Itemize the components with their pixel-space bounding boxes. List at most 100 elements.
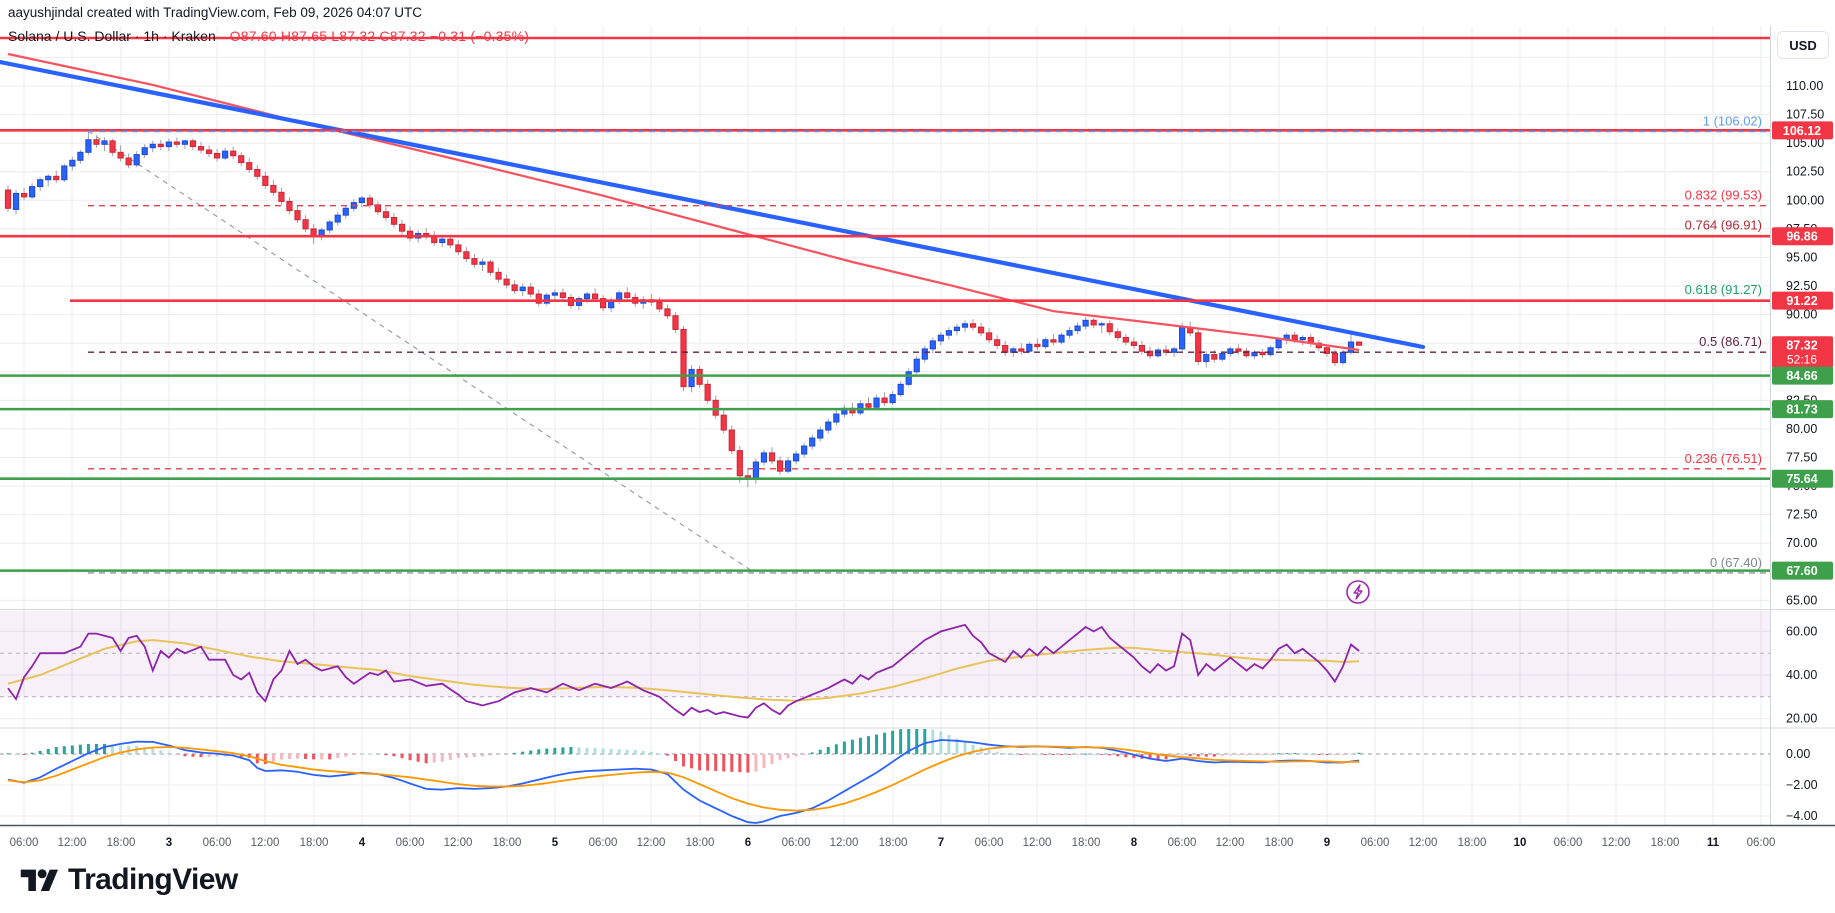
candle [294, 206, 301, 224]
time-label: 18:00 [1458, 837, 1487, 849]
svg-text:75.64: 75.64 [1786, 472, 1817, 486]
time-label: 7 [938, 837, 944, 849]
candle [736, 446, 743, 483]
symbol-title[interactable]: Solana / U.S. Dollar · 1h · Kraken [8, 28, 216, 44]
time-label: 18:00 [493, 837, 522, 849]
macd-line [7, 739, 1360, 824]
candle [640, 296, 647, 309]
candles-layer [4, 131, 1363, 488]
rsi-pane[interactable] [0, 610, 1770, 719]
candle [921, 345, 928, 363]
candle [559, 288, 566, 301]
candle [246, 158, 253, 173]
time-label: 12:00 [1216, 837, 1245, 849]
candle [841, 404, 848, 418]
candle [672, 312, 679, 333]
grid [0, 26, 1770, 826]
candle [1195, 329, 1202, 365]
candle [624, 287, 631, 301]
time-label: 06:00 [1554, 837, 1583, 849]
fib-label: 0 (67.40) [1710, 555, 1762, 570]
time-label: 12:00 [58, 837, 87, 849]
time-label: 18:00 [107, 837, 136, 849]
price-label: 100.00 [1786, 193, 1824, 207]
svg-text:87.32: 87.32 [1786, 339, 1817, 353]
candle [270, 179, 277, 196]
candle [1251, 350, 1258, 360]
candle [254, 164, 261, 180]
candle [213, 148, 221, 162]
candle [93, 135, 100, 148]
price-label: 110.00 [1786, 79, 1823, 93]
candle [1050, 334, 1057, 346]
candle [1203, 351, 1210, 368]
time-axis[interactable]: 06:00 12:00 18:00 3 06:00 12:00 18:00 4 06:00 12:… [10, 837, 1776, 849]
price-pane[interactable]: 1 (106.02) 0.832 (99.53) 0.764 (96.91) 0.61… [0, 36, 1770, 604]
candle [986, 328, 993, 344]
rsi-axis-label: 60.00 [1786, 624, 1817, 638]
candle [776, 456, 784, 475]
candle [374, 201, 382, 216]
candle [712, 395, 719, 419]
price-badge-67.60: 67.60 [1772, 561, 1833, 580]
descending-trendline[interactable] [0, 59, 1426, 350]
candle [407, 226, 414, 242]
price-label: 107.50 [1786, 108, 1824, 122]
candle [1187, 321, 1194, 337]
price-badge-84.66: 84.66 [1772, 366, 1833, 385]
time-label: 4 [359, 837, 366, 849]
candle [680, 326, 687, 392]
tradingview-logo[interactable]: TradingView [18, 860, 238, 900]
candle [390, 212, 398, 228]
candle [873, 394, 880, 410]
time-label: 5 [552, 837, 559, 849]
currency-toggle-button[interactable]: USD [1777, 31, 1829, 59]
price-badge-81.73: 81.73 [1772, 400, 1833, 419]
price-axis[interactable]: 110.00107.50105.00102.50100.0097.5095.00… [1772, 79, 1833, 823]
candle [1058, 332, 1065, 345]
time-label: 18:00 [1072, 837, 1101, 849]
candle [20, 187, 28, 201]
macd-axis-label: −4.00 [1786, 809, 1818, 823]
svg-text:91.22: 91.22 [1786, 294, 1817, 308]
rsi-ma-line [7, 639, 1360, 702]
time-label: 06:00 [203, 837, 232, 849]
candle [189, 138, 197, 151]
candle [1034, 338, 1041, 351]
candle [77, 150, 84, 164]
candle [326, 219, 333, 234]
candle [238, 152, 245, 167]
price-badge-106.12: 106.12 [1772, 121, 1833, 140]
candle [720, 409, 727, 434]
candle [1066, 327, 1073, 339]
candle [1090, 318, 1097, 329]
macd-pane[interactable] [0, 728, 1770, 824]
candle [1267, 345, 1274, 357]
moving-average-line[interactable] [7, 52, 1360, 352]
candle [366, 194, 373, 209]
candle [69, 156, 76, 171]
time-label: 06:00 [782, 837, 811, 849]
time-label: 06:00 [975, 837, 1004, 849]
svg-text:67.60: 67.60 [1786, 564, 1817, 578]
price-badge-96.86: 96.86 [1772, 227, 1833, 246]
candle [382, 207, 390, 221]
candle [961, 320, 969, 332]
svg-text:96.86: 96.86 [1786, 230, 1817, 244]
candle [53, 170, 60, 184]
flash-pattern-icon[interactable] [1346, 580, 1370, 604]
candle [905, 368, 912, 387]
fib-label: 0.5 (86.71) [1699, 334, 1762, 349]
candle [833, 410, 840, 426]
candle [897, 380, 904, 397]
symbol-legend[interactable]: Solana / U.S. Dollar · 1h · Kraken O87.6… [8, 28, 529, 44]
attribution-text: aayushjindal created with TradingView.co… [8, 5, 422, 20]
candle [1130, 337, 1137, 349]
rsi-axis-label: 20.00 [1786, 712, 1817, 726]
candle [149, 140, 156, 153]
time-label: 06:00 [1361, 837, 1390, 849]
candle [881, 392, 888, 407]
